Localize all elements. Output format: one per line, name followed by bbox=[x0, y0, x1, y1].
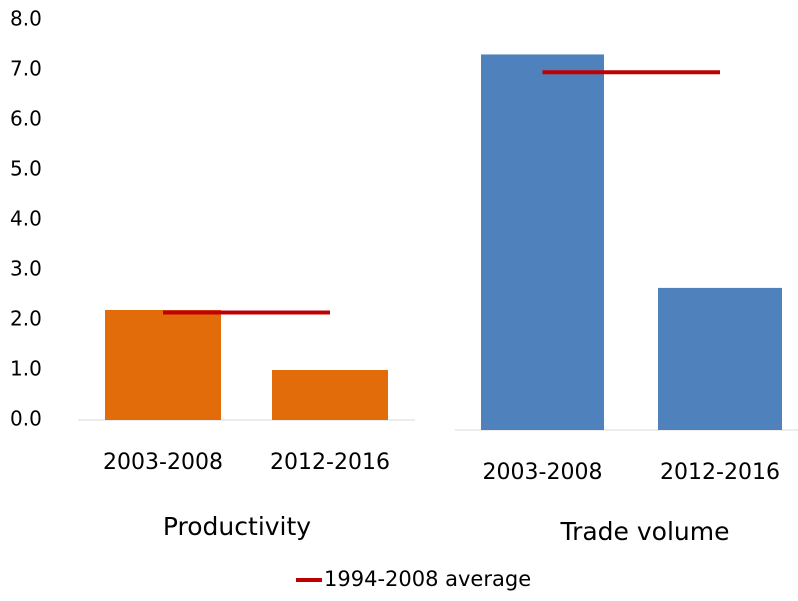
y-tick-label: 5.0 bbox=[10, 157, 42, 181]
x-tick-label: 2012-2016 bbox=[270, 450, 390, 475]
axis-title: Trade volume bbox=[559, 517, 729, 546]
x-tick-label: 2003-2008 bbox=[103, 450, 223, 475]
bar bbox=[481, 54, 604, 430]
x-tick-label: 2003-2008 bbox=[483, 460, 603, 485]
bar bbox=[658, 287, 782, 430]
bar bbox=[105, 310, 221, 420]
y-tick-label: 7.0 bbox=[10, 57, 42, 81]
y-tick-label: 1.0 bbox=[10, 357, 42, 381]
y-tick-label: 6.0 bbox=[10, 107, 42, 131]
x-tick-label: 2012-2016 bbox=[660, 460, 780, 485]
y-tick-label: 0.0 bbox=[10, 407, 42, 431]
y-tick-label: 2.0 bbox=[10, 307, 42, 331]
y-tick-label: 4.0 bbox=[10, 207, 42, 231]
y-tick-label: 3.0 bbox=[10, 257, 42, 281]
bar bbox=[272, 370, 388, 420]
legend-label: 1994-2008 average bbox=[324, 567, 531, 591]
axis-title: Productivity bbox=[163, 512, 311, 541]
y-tick-label: 8.0 bbox=[10, 7, 42, 31]
